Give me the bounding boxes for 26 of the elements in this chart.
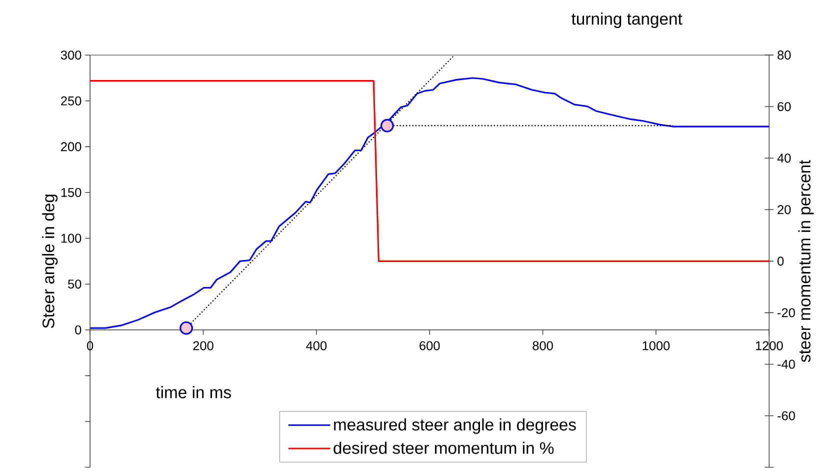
y-axis-title: Steer angle in deg: [42, 194, 58, 328]
legend-label: desired steer momentum in %: [334, 442, 554, 454]
legend-label: measured steer angle in degrees: [334, 418, 576, 434]
text: turning tangent: [572, 12, 682, 28]
y2-tick-label: -60: [778, 411, 795, 420]
x-tick-label: 400: [306, 341, 327, 350]
x-tick-label: 800: [532, 341, 553, 350]
y-tick-label: 300: [60, 50, 82, 60]
y2-tick-label: -40: [778, 360, 795, 369]
y2-tick-label: 80: [778, 50, 791, 60]
y2-tick-label: 40: [777, 154, 791, 163]
y-tick-label: 200: [61, 142, 82, 152]
y-tick-label: 250: [61, 96, 82, 106]
y2-tick-label: 60: [778, 102, 791, 112]
y2-tick-label: 20: [778, 205, 791, 214]
x-axis-title: time in ms: [156, 386, 231, 399]
y-tick-label: 0: [75, 326, 82, 335]
y-tick-label: 100: [61, 234, 82, 244]
y2-tick-label: -20: [778, 308, 795, 318]
y2-tick-label: 0: [778, 256, 784, 266]
y-tick-label: 50: [68, 280, 82, 289]
y2-axis-title: steer momentum in percent: [798, 160, 814, 362]
x-tick-label: 200: [193, 341, 214, 350]
x-tick-label: 600: [420, 341, 440, 350]
y-tick-label: 150: [61, 188, 82, 198]
x-tick-label: 1000: [642, 341, 670, 350]
